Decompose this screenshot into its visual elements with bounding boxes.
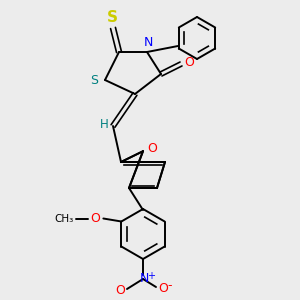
Text: S: S: [90, 74, 98, 88]
Text: -: -: [168, 280, 172, 292]
Text: H: H: [100, 118, 108, 131]
Text: O: O: [184, 56, 194, 68]
Text: +: +: [147, 271, 155, 281]
Text: O: O: [158, 281, 168, 295]
Text: O: O: [115, 284, 125, 296]
Text: CH₃: CH₃: [55, 214, 74, 224]
Text: O: O: [147, 142, 157, 155]
Text: N: N: [139, 272, 149, 286]
Text: N: N: [143, 35, 153, 49]
Text: S: S: [106, 11, 118, 26]
Text: O: O: [90, 212, 100, 225]
